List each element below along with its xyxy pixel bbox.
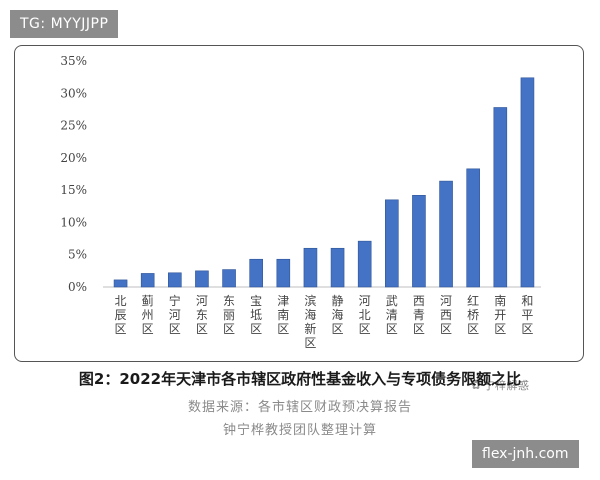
bar xyxy=(113,279,128,288)
y-tick-label: 5% xyxy=(68,248,87,262)
x-tick-label: 蓟州区 xyxy=(142,294,154,336)
y-tick-label: 35% xyxy=(60,54,87,68)
bar-chart: 0% 5% 10% 15% 20% 25% 30% 35% 北辰区 蓟州区 宁河区 河东区 东丽区 宝坻区… xyxy=(60,54,541,350)
logo-watermark-text: 宁梓解惑 xyxy=(483,379,530,392)
watermark-bottom: flex-jnh.com xyxy=(472,440,579,468)
x-tick-label: 东丽区 xyxy=(223,294,235,336)
bar xyxy=(493,107,508,288)
y-tick-label: 0% xyxy=(68,280,87,294)
bar xyxy=(357,240,372,288)
y-tick-label: 20% xyxy=(60,151,87,165)
source-line-1: 数据来源：各市辖区财政预决算报告 xyxy=(187,400,412,415)
bar xyxy=(195,270,209,288)
bar xyxy=(466,168,480,288)
x-tick-label: 南开区 xyxy=(494,293,506,336)
watermark-top: TG: MYYJJPP xyxy=(10,10,119,38)
x-tick-label: 滨海新区 xyxy=(304,293,316,350)
x-tick-label: 西青区 xyxy=(413,294,425,336)
bar xyxy=(439,180,453,288)
x-tick-label: 河北区 xyxy=(359,294,371,336)
chart-frame: 0% 5% 10% 15% 20% 25% 30% 35% 北辰区 蓟州区 宁河区 河东区 东丽区 宝坻区… xyxy=(14,45,584,392)
y-tick-label: 30% xyxy=(60,86,87,100)
x-tick-label: 武清区 xyxy=(386,294,398,336)
bar xyxy=(249,258,263,288)
bar xyxy=(168,272,182,288)
x-tick-label: 静海区 xyxy=(332,294,344,336)
x-tick-label: 红桥区 xyxy=(467,293,479,336)
x-tick-label: 河西区 xyxy=(440,294,452,336)
source-line-2: 钟宁桦教授团队整理计算 xyxy=(222,423,377,438)
bar xyxy=(330,247,345,288)
logo-watermark: ✿ 宁梓解惑 xyxy=(471,377,530,393)
y-tick-label: 10% xyxy=(60,215,87,229)
x-tick-label: 河东区 xyxy=(196,294,208,336)
bar xyxy=(303,247,318,288)
x-tick-label: 津南区 xyxy=(277,294,289,336)
y-tick-label: 15% xyxy=(60,183,87,197)
bar xyxy=(520,77,535,288)
x-tick-label: 宁河区 xyxy=(169,293,181,336)
bar xyxy=(276,258,291,288)
x-tick-label: 和平区 xyxy=(521,294,533,336)
y-tick-label: 25% xyxy=(60,119,87,133)
figure-title: 图2：2022年天津市各市辖区政府性基金收入与专项债务限额之比 xyxy=(78,370,522,388)
bar xyxy=(412,195,426,288)
x-tick-label: 宝坻区 xyxy=(250,294,262,336)
x-tick-label: 北辰区 xyxy=(115,294,127,336)
bar xyxy=(140,273,155,288)
wechat-icon: ✿ xyxy=(471,378,482,392)
bar xyxy=(385,199,399,288)
bar xyxy=(222,269,236,288)
